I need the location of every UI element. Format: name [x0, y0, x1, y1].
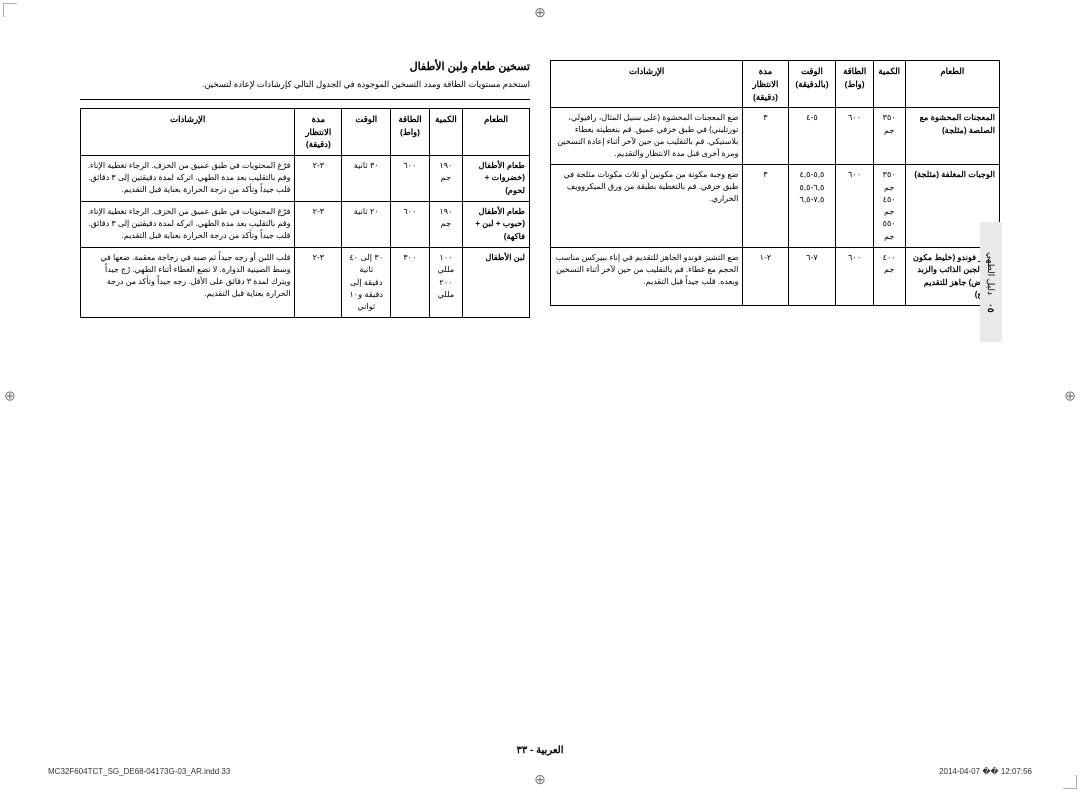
table-cell: ١٠٠ مللي ٢٠٠ مللي [429, 247, 463, 317]
registration-left-icon: ⊕ [4, 388, 16, 405]
crop-mark-br [1063, 775, 1077, 789]
table-cell: ضع وجبة مكونة من مكونين أو ثلاث مكونات م… [551, 165, 743, 248]
table-cell: ٦٠٠ [836, 248, 873, 306]
column-header: الطعام [905, 61, 999, 108]
table-cell: فرّغ المحتويات في طبق عميق من الخزف. الر… [81, 156, 295, 202]
table-cell: ١٩٠ جم [429, 202, 463, 248]
registration-top-icon: ⊕ [534, 4, 546, 21]
column-header: الإرشادات [81, 108, 295, 155]
column-header: الوقت (بالدقيقة) [788, 61, 836, 108]
table-cell: ٦٠٠ [836, 165, 873, 248]
table-cell: ٣٠ ثانية [342, 156, 391, 202]
table-cell: ٣ [743, 108, 788, 165]
registration-right-icon: ⊕ [1064, 388, 1076, 405]
table-cell: ٧-٦ [788, 248, 836, 306]
column-header: مدة الانتظار (دقيقة) [295, 108, 342, 155]
section-title: تسخين طعام ولبن الأطفال [80, 60, 530, 73]
footer-file: MC32F604TCT_SG_DE68-04173G-03_AR.indd 33 [48, 767, 230, 776]
tab-label: دليل الطهي [986, 252, 996, 295]
table-cell: ٦٠٠ [836, 108, 873, 165]
table-cell: ٢-١ [743, 248, 788, 306]
table-cell: قلب اللبن أو رجه جيداً ثم صبه في زجاجة م… [81, 247, 295, 317]
table-cell: طعام الأطفال (حبوب + لبن + فاكهة) [463, 202, 530, 248]
column-header: الإرشادات [551, 61, 743, 108]
left-column: تسخين طعام ولبن الأطفال استخدم مستويات ا… [80, 60, 530, 722]
table-row: المعجنات المحشوة مع الصلصة (مثلجة)٣٥٠ جم… [551, 108, 1000, 165]
table-row: طعام الأطفال (خضروات + لحوم)١٩٠ جم٦٠٠٣٠ … [81, 156, 530, 202]
table-cell: ضع المعجنات المحشوة (على سبيل المثال، را… [551, 108, 743, 165]
column-header: الطاقة (واط) [836, 61, 873, 108]
table-cell: ١٩٠ جم [429, 156, 463, 202]
registration-bottom-icon: ⊕ [534, 771, 546, 788]
table-cell: ٣-٢ [295, 202, 342, 248]
page-number: العربية - ٣٣ [517, 745, 564, 756]
footer-date: 2014-04-07 �� 12:07:56 [939, 767, 1032, 776]
table-row: تشيز فوندو (خليط مكون من الجبن الذائب وا… [551, 248, 1000, 306]
tab-number: ٠٥ [986, 303, 996, 313]
table-cell: ٣٠ إلى ٤٠ ثانية دقيقة إلى دقيقة و١٠ ثوان… [342, 247, 391, 317]
table-cell: ضع التشيز فوندو الجاهز للتقديم في إناء ب… [551, 248, 743, 306]
right-column: الطعامالكميةالطاقة (واط)الوقت (بالدقيقة)… [550, 60, 1000, 722]
baby-food-table: الطعامالكميةالطاقة (واط)الوقتمدة الانتظا… [80, 108, 530, 319]
table-cell: المعجنات المحشوة مع الصلصة (مثلجة) [905, 108, 999, 165]
table-row: الوجبات المغلفة (مثلجة)٣٥٠ جم ٤٥٠ جم ٥٥٠… [551, 165, 1000, 248]
column-header: الطاقة (واط) [391, 108, 429, 155]
table-cell: ٥,٥-٤,٥ ٦,٥-٥,٥ ٧,٥-٦,٥ [788, 165, 836, 248]
column-header: الكمية [873, 61, 905, 108]
side-tab: ٠٥ دليل الطهي [980, 222, 1002, 342]
table-cell: ٣-٢ [295, 247, 342, 317]
section-intro: استخدم مستويات الطاقة ومدد التسخين الموج… [80, 79, 530, 91]
table-cell: ٣٠٠ [391, 247, 429, 317]
table-row: لبن الأطفال١٠٠ مللي ٢٠٠ مللي٣٠٠٣٠ إلى ٤٠… [81, 247, 530, 317]
table-row: طعام الأطفال (حبوب + لبن + فاكهة)١٩٠ جم٦… [81, 202, 530, 248]
crop-mark-tl [3, 3, 17, 17]
table-cell: ٣٥٠ جم ٤٥٠ جم ٥٥٠ جم [873, 165, 905, 248]
table-cell: ٣-٢ [295, 156, 342, 202]
table-cell: ٢٠ ثانية [342, 202, 391, 248]
table-cell: طعام الأطفال (خضروات + لحوم) [463, 156, 530, 202]
column-header: الطعام [463, 108, 530, 155]
table-cell: ٣ [743, 165, 788, 248]
column-header: مدة الانتظار (دقيقة) [743, 61, 788, 108]
table-cell: ٦٠٠ [391, 156, 429, 202]
column-header: الوقت [342, 108, 391, 155]
table-cell: ٤٠٠ جم [873, 248, 905, 306]
table-cell: لبن الأطفال [463, 247, 530, 317]
table-cell: ٥-٤ [788, 108, 836, 165]
reheating-table-continued: الطعامالكميةالطاقة (واط)الوقت (بالدقيقة)… [550, 60, 1000, 306]
table-cell: ٣٥٠ جم [873, 108, 905, 165]
column-header: الكمية [429, 108, 463, 155]
table-cell: فرّغ المحتويات في طبق عميق من الخزف. الر… [81, 202, 295, 248]
table-cell: ٦٠٠ [391, 202, 429, 248]
